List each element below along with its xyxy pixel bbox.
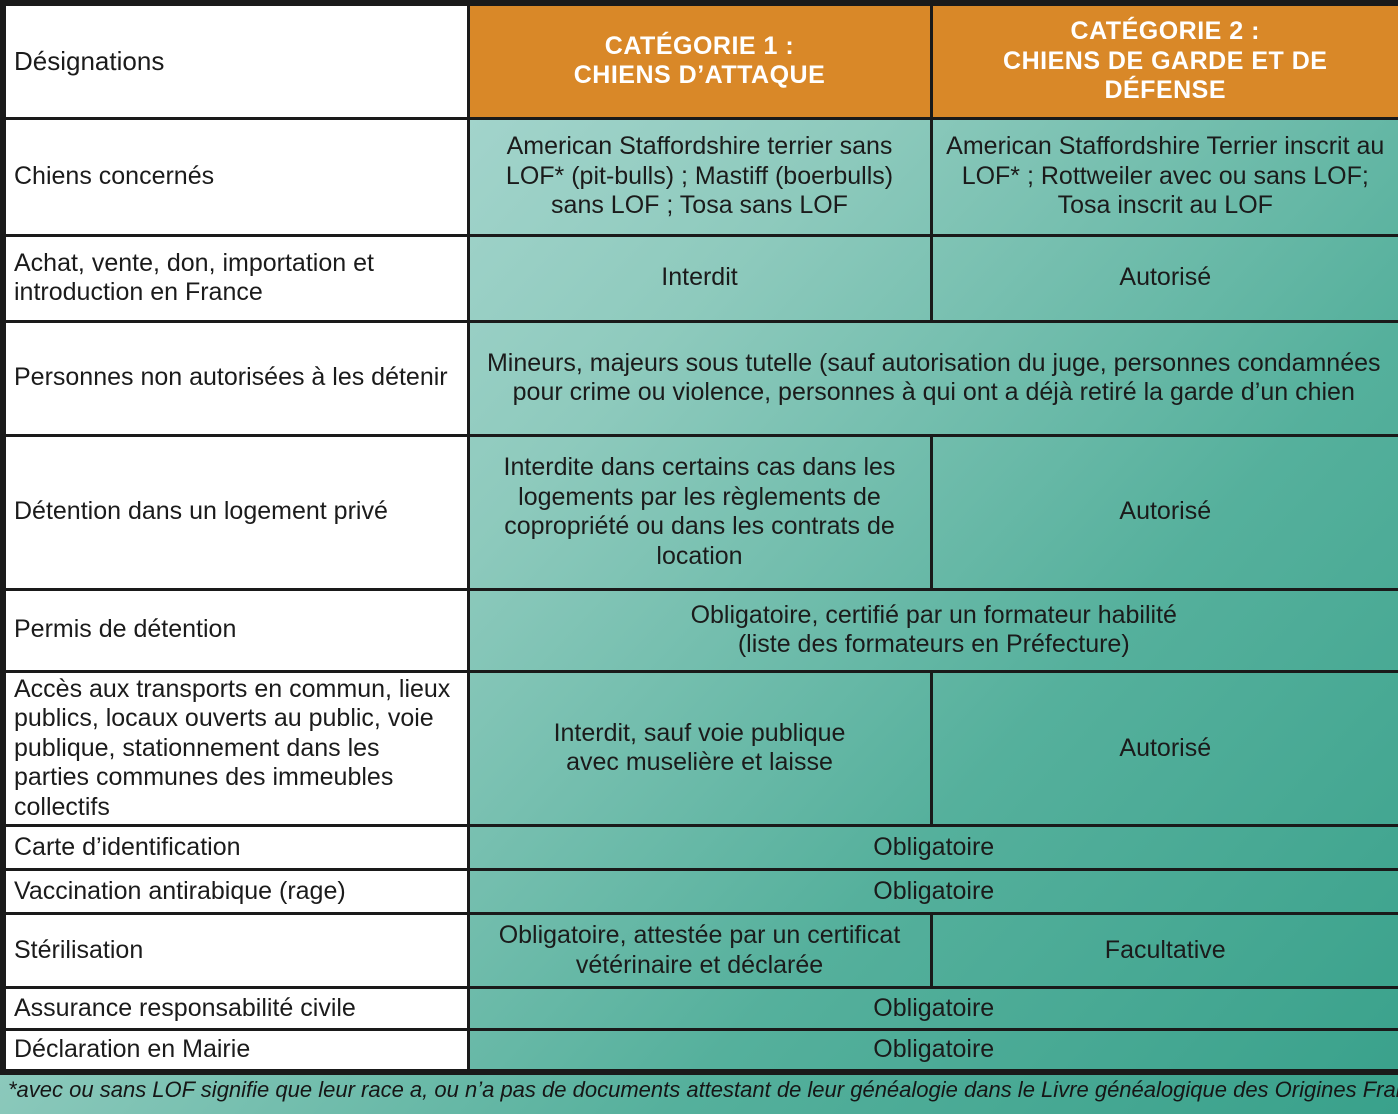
table-row: Vaccination antirabique (rage) Obligatoi…	[1, 868, 1398, 915]
row-detention-logement-cat2: Autorisé	[929, 433, 1398, 591]
table-row: Permis de détention Obligatoire, certifi…	[1, 587, 1398, 673]
table-row: Personnes non autorisées à les détenir M…	[1, 319, 1398, 437]
row-acces-transports-cat1: Interdit, sauf voie publique avec museli…	[466, 669, 933, 827]
row-acces-transports-cat2: Autorisé	[929, 669, 1398, 827]
row-permis-detention-label: Permis de détention	[1, 587, 470, 673]
dog-categories-table: Désignations CATÉGORIE 1 : CHIENS D’ATTA…	[0, 0, 1398, 1075]
row-chiens-concernes-label: Chiens concernés	[1, 116, 470, 237]
table-row: Carte d’identification Obligatoire	[1, 824, 1398, 871]
row-carte-identification-span: Obligatoire	[466, 824, 1398, 871]
header-category-1: CATÉGORIE 1 : CHIENS D’ATTAQUE	[466, 1, 933, 120]
footnote: *avec ou sans LOF signifie que leur race…	[8, 1077, 1398, 1102]
row-achat-vente-cat2: Autorisé	[929, 233, 1398, 323]
table-row: Chiens concernés American Staffordshire …	[1, 116, 1398, 237]
row-vaccination-label: Vaccination antirabique (rage)	[1, 868, 470, 915]
row-achat-vente-cat1: Interdit	[466, 233, 933, 323]
row-sterilisation-cat1: Obligatoire, attestée par un certificat …	[466, 912, 933, 989]
row-personnes-non-autorisees-span: Mineurs, majeurs sous tutelle (sauf auto…	[466, 319, 1398, 437]
table-row: Assurance responsabilité civile Obligato…	[1, 986, 1398, 1031]
row-chiens-concernes-cat1: American Staffordshire terrier sans LOF*…	[466, 116, 933, 237]
row-declaration-mairie-span: Obligatoire	[466, 1028, 1398, 1073]
header-designations: Désignations	[1, 1, 470, 120]
row-personnes-non-autorisees-label: Personnes non autorisées à les détenir	[1, 319, 470, 437]
row-sterilisation-label: Stérilisation	[1, 912, 470, 989]
table-header-row: Désignations CATÉGORIE 1 : CHIENS D’ATTA…	[1, 1, 1398, 120]
table-row: Déclaration en Mairie Obligatoire	[1, 1028, 1398, 1073]
row-assurance-span: Obligatoire	[466, 986, 1398, 1031]
table-row: Détention dans un logement privé Interdi…	[1, 433, 1398, 591]
row-permis-detention-span: Obligatoire, certifié par un formateur h…	[466, 587, 1398, 673]
row-acces-transports-label: Accès aux transports en commun, lieux pu…	[1, 669, 470, 827]
row-detention-logement-label: Détention dans un logement privé	[1, 433, 470, 591]
row-achat-vente-label: Achat, vente, don, importation et introd…	[1, 233, 470, 323]
row-carte-identification-label: Carte d’identification	[1, 824, 470, 871]
header-category-2: CATÉGORIE 2 : CHIENS DE GARDE ET DE DÉFE…	[929, 1, 1398, 120]
row-assurance-label: Assurance responsabilité civile	[1, 986, 470, 1031]
row-declaration-mairie-label: Déclaration en Mairie	[1, 1028, 470, 1073]
table-row: Achat, vente, don, importation et introd…	[1, 233, 1398, 323]
row-sterilisation-cat2: Facultative	[929, 912, 1398, 989]
table-row: Accès aux transports en commun, lieux pu…	[1, 669, 1398, 827]
row-detention-logement-cat1: Interdite dans certains cas dans les log…	[466, 433, 933, 591]
row-vaccination-span: Obligatoire	[466, 868, 1398, 915]
row-chiens-concernes-cat2: American Staffordshire Terrier inscrit a…	[929, 116, 1398, 237]
table-row: Stérilisation Obligatoire, attestée par …	[1, 912, 1398, 989]
